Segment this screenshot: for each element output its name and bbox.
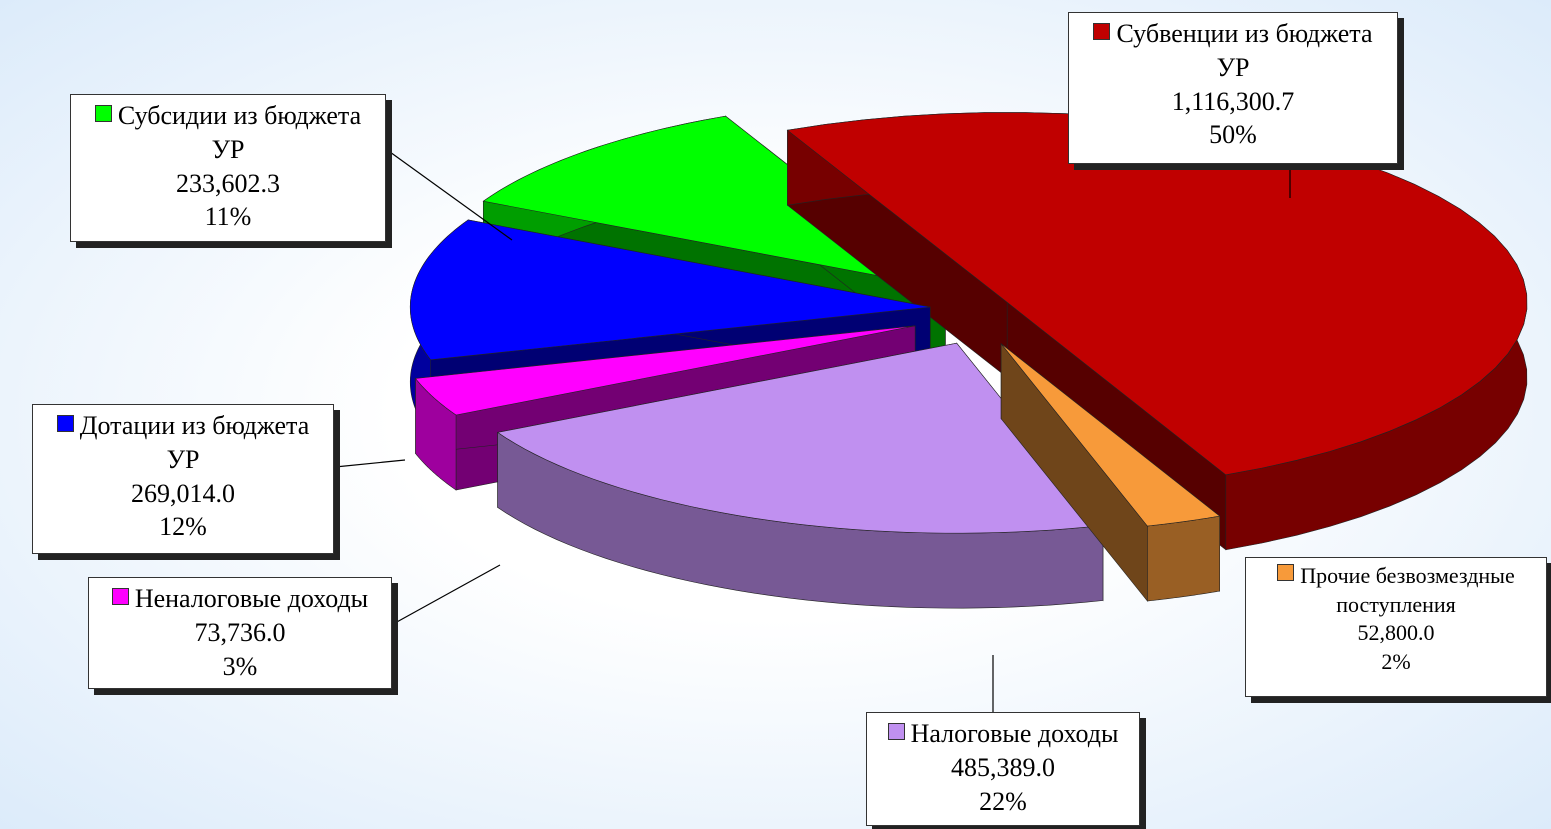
- value-label: 73,736.0: [194, 617, 286, 647]
- legend-marker: [56, 415, 74, 432]
- percent-label: 3%: [222, 651, 258, 681]
- legend-marker: [1277, 564, 1295, 581]
- value-label: 52,800.0: [1357, 620, 1435, 646]
- category-name: Дотации из бюджета УР: [79, 411, 310, 474]
- percent-label: 2%: [1381, 648, 1411, 674]
- value-label: 1,116,300.7: [1171, 86, 1295, 116]
- legend-marker: [94, 105, 112, 122]
- data-label: Прочие безвозмездные поступления 52,800.0…: [1245, 557, 1547, 697]
- leader-line: [389, 151, 513, 241]
- slice: [482, 115, 946, 289]
- slice: [409, 219, 931, 361]
- percent-label: 11%: [204, 202, 252, 232]
- percent-label: 22%: [979, 786, 1027, 816]
- percent-label: 50%: [1209, 120, 1257, 150]
- slice-side: [1147, 515, 1220, 602]
- slice: [786, 112, 1528, 476]
- slice: [414, 325, 916, 416]
- data-label: Субсидии из бюджета УР 233,602.3 11%: [70, 94, 386, 242]
- data-label: Налоговые доходы 485,389.0 22%: [866, 712, 1140, 826]
- legend-marker: [887, 723, 905, 740]
- slice: [496, 342, 1104, 534]
- percent-label: 12%: [159, 512, 207, 542]
- category-name: Неналоговые доходы: [134, 584, 369, 613]
- category-name: Субвенции из бюджета УР: [1116, 19, 1373, 82]
- value-label: 233,602.3: [176, 168, 280, 198]
- category-name: Прочие безвозмездные поступления: [1300, 563, 1515, 617]
- category-name: Налоговые доходы: [910, 719, 1119, 748]
- data-label: Дотации из бюджета УР 269,014.0 12%: [32, 404, 334, 554]
- leader-line: [394, 564, 501, 624]
- data-label: Субвенции из бюджета УР 1,116,300.7 50%: [1068, 12, 1398, 164]
- legend-marker: [111, 588, 129, 605]
- value-label: 485,389.0: [951, 752, 1055, 782]
- slice: [1000, 343, 1221, 527]
- value-label: 269,014.0: [131, 478, 235, 508]
- legend-marker: [1093, 23, 1111, 40]
- data-label: Неналоговые доходы 73,736.0 3%: [88, 577, 392, 689]
- leader-line: [334, 459, 406, 468]
- category-name: Субсидии из бюджета УР: [117, 101, 362, 164]
